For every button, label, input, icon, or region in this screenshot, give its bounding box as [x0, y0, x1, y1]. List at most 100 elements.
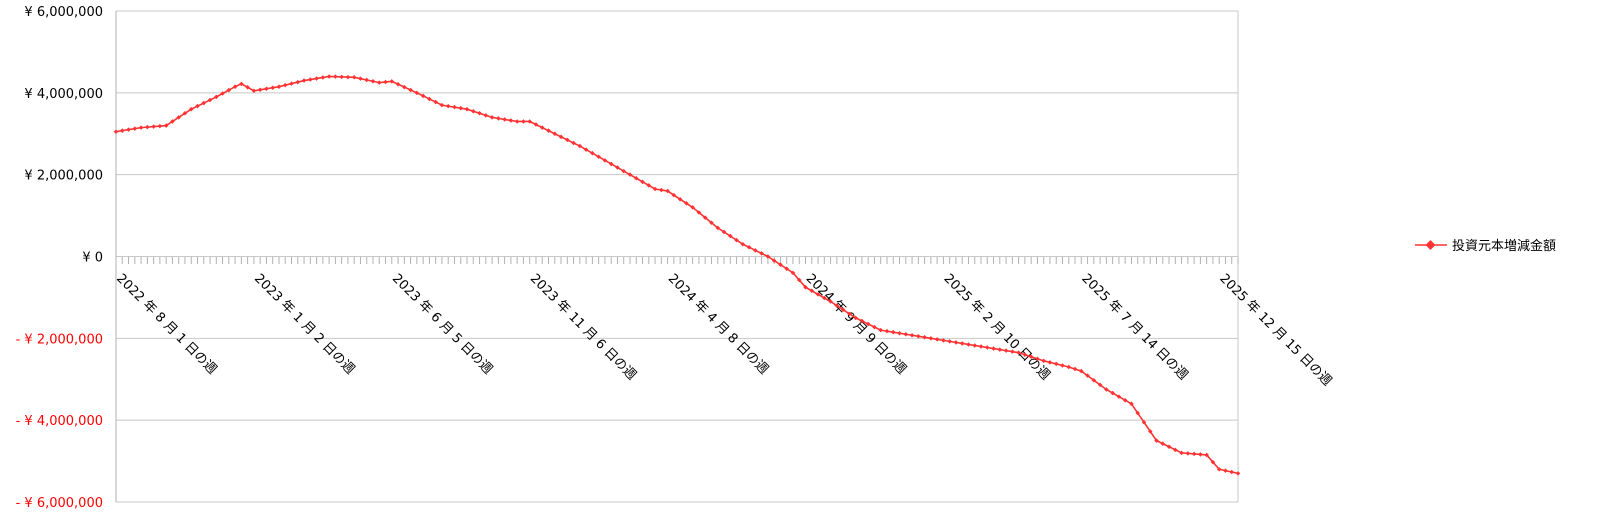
- data-point: [220, 91, 225, 96]
- data-point: [339, 74, 344, 80]
- data-point: [803, 284, 808, 290]
- data-point: [1041, 358, 1046, 364]
- data-point: [502, 117, 507, 122]
- data-point: [822, 295, 827, 301]
- data-point: [1060, 363, 1065, 368]
- data-point: [358, 76, 363, 81]
- data-point: [1191, 451, 1197, 457]
- data-point: [1072, 366, 1078, 372]
- data-point: [308, 77, 313, 82]
- data-point: [383, 79, 388, 85]
- data-point: [452, 104, 457, 110]
- x-tick-label: 2025 年 12 月 15 日の週: [1216, 271, 1334, 389]
- data-point: [1210, 459, 1216, 465]
- data-point: [947, 339, 952, 344]
- data-point: [458, 105, 464, 111]
- data-point: [333, 74, 338, 79]
- data-point: [828, 299, 833, 304]
- data-point: [941, 338, 946, 343]
- data-point: [163, 123, 169, 128]
- data-point: [1091, 378, 1097, 383]
- data-point: [834, 303, 840, 308]
- data-point: [496, 116, 501, 121]
- data-point: [276, 84, 282, 89]
- data-point: [903, 331, 909, 337]
- data-point: [1003, 348, 1009, 353]
- data-point: [521, 119, 526, 124]
- data-point: [1229, 469, 1234, 475]
- series-lines: [113, 74, 1241, 476]
- data-point: [289, 81, 294, 86]
- data-point: [1097, 382, 1103, 388]
- data-point: [439, 102, 445, 108]
- data-point: [1010, 349, 1015, 354]
- y-tick-label: - ¥ 2,000,000: [16, 332, 103, 347]
- data-point: [151, 124, 156, 129]
- data-point: [145, 124, 150, 130]
- x-tick-label: 2023 年 11 月 6 日の週: [527, 271, 639, 383]
- data-point: [138, 125, 144, 130]
- data-point: [1173, 447, 1178, 453]
- data-point: [953, 340, 959, 345]
- legend-label: 投資元本増減金額: [1452, 238, 1556, 254]
- data-point: [796, 277, 802, 283]
- data-point: [1129, 401, 1134, 407]
- data-point: [784, 266, 789, 272]
- data-point: [985, 345, 990, 350]
- data-point: [978, 344, 984, 349]
- data-point: [922, 335, 927, 340]
- data-point: [966, 342, 971, 347]
- x-axis-tick-labels: 2022 年 8 月 1 日の週 2023 年 1 月 2 日の週 2023 年 6…: [113, 271, 1334, 389]
- data-point: [351, 75, 357, 80]
- data-point: [126, 127, 131, 132]
- x-tick-label: 2025 年 2 月 10 日の週: [941, 271, 1053, 383]
- legend-marker: [1425, 240, 1436, 250]
- data-point: [1160, 441, 1166, 446]
- data-point: [132, 126, 138, 131]
- data-point: [1235, 471, 1241, 476]
- data-point: [884, 328, 890, 334]
- data-point: [489, 115, 495, 120]
- x-tick-label: 2023 年 6 月 5 日の週: [389, 271, 495, 377]
- data-point: [1166, 444, 1172, 450]
- y-tick-label: ¥ 0: [82, 251, 103, 266]
- x-tick-label: 2022 年 8 月 1 日の週: [113, 271, 219, 377]
- y-tick-label: - ¥ 6,000,000: [16, 496, 103, 511]
- data-point: [214, 94, 219, 100]
- data-point: [207, 97, 213, 103]
- data-point: [345, 74, 351, 80]
- data-point: [1022, 352, 1028, 357]
- data-point: [314, 76, 319, 81]
- data-point: [1035, 356, 1040, 362]
- data-point: [997, 347, 1003, 352]
- data-point: [157, 123, 163, 129]
- data-point: [477, 111, 482, 116]
- data-point: [370, 79, 376, 84]
- y-tick-label: - ¥ 4,000,000: [16, 414, 103, 429]
- data-point: [1185, 451, 1191, 456]
- data-point: [1016, 350, 1021, 355]
- data-point: [1110, 390, 1115, 396]
- data-point: [1216, 467, 1222, 472]
- data-point: [771, 258, 777, 263]
- y-tick-label: ¥ 2,000,000: [24, 169, 103, 184]
- gridlines: [115, 10, 1239, 503]
- x-tick-label: 2023 年 1 月 2 日の週: [251, 271, 357, 377]
- data-point: [120, 128, 125, 133]
- data-point: [809, 288, 815, 294]
- data-point: [1135, 410, 1140, 416]
- data-point: [840, 307, 846, 312]
- data-point: [1053, 361, 1059, 367]
- x-tick-label: 2024 年 4 月 8 日の週: [665, 271, 771, 377]
- data-point: [445, 103, 451, 109]
- data-point: [282, 82, 288, 88]
- data-point: [433, 99, 438, 105]
- data-point: [972, 343, 978, 348]
- data-point: [1223, 468, 1228, 473]
- data-point: [113, 129, 119, 134]
- data-point: [847, 311, 852, 317]
- data-point: [1141, 419, 1147, 425]
- data-point: [1104, 387, 1109, 392]
- data-point: [1179, 450, 1184, 456]
